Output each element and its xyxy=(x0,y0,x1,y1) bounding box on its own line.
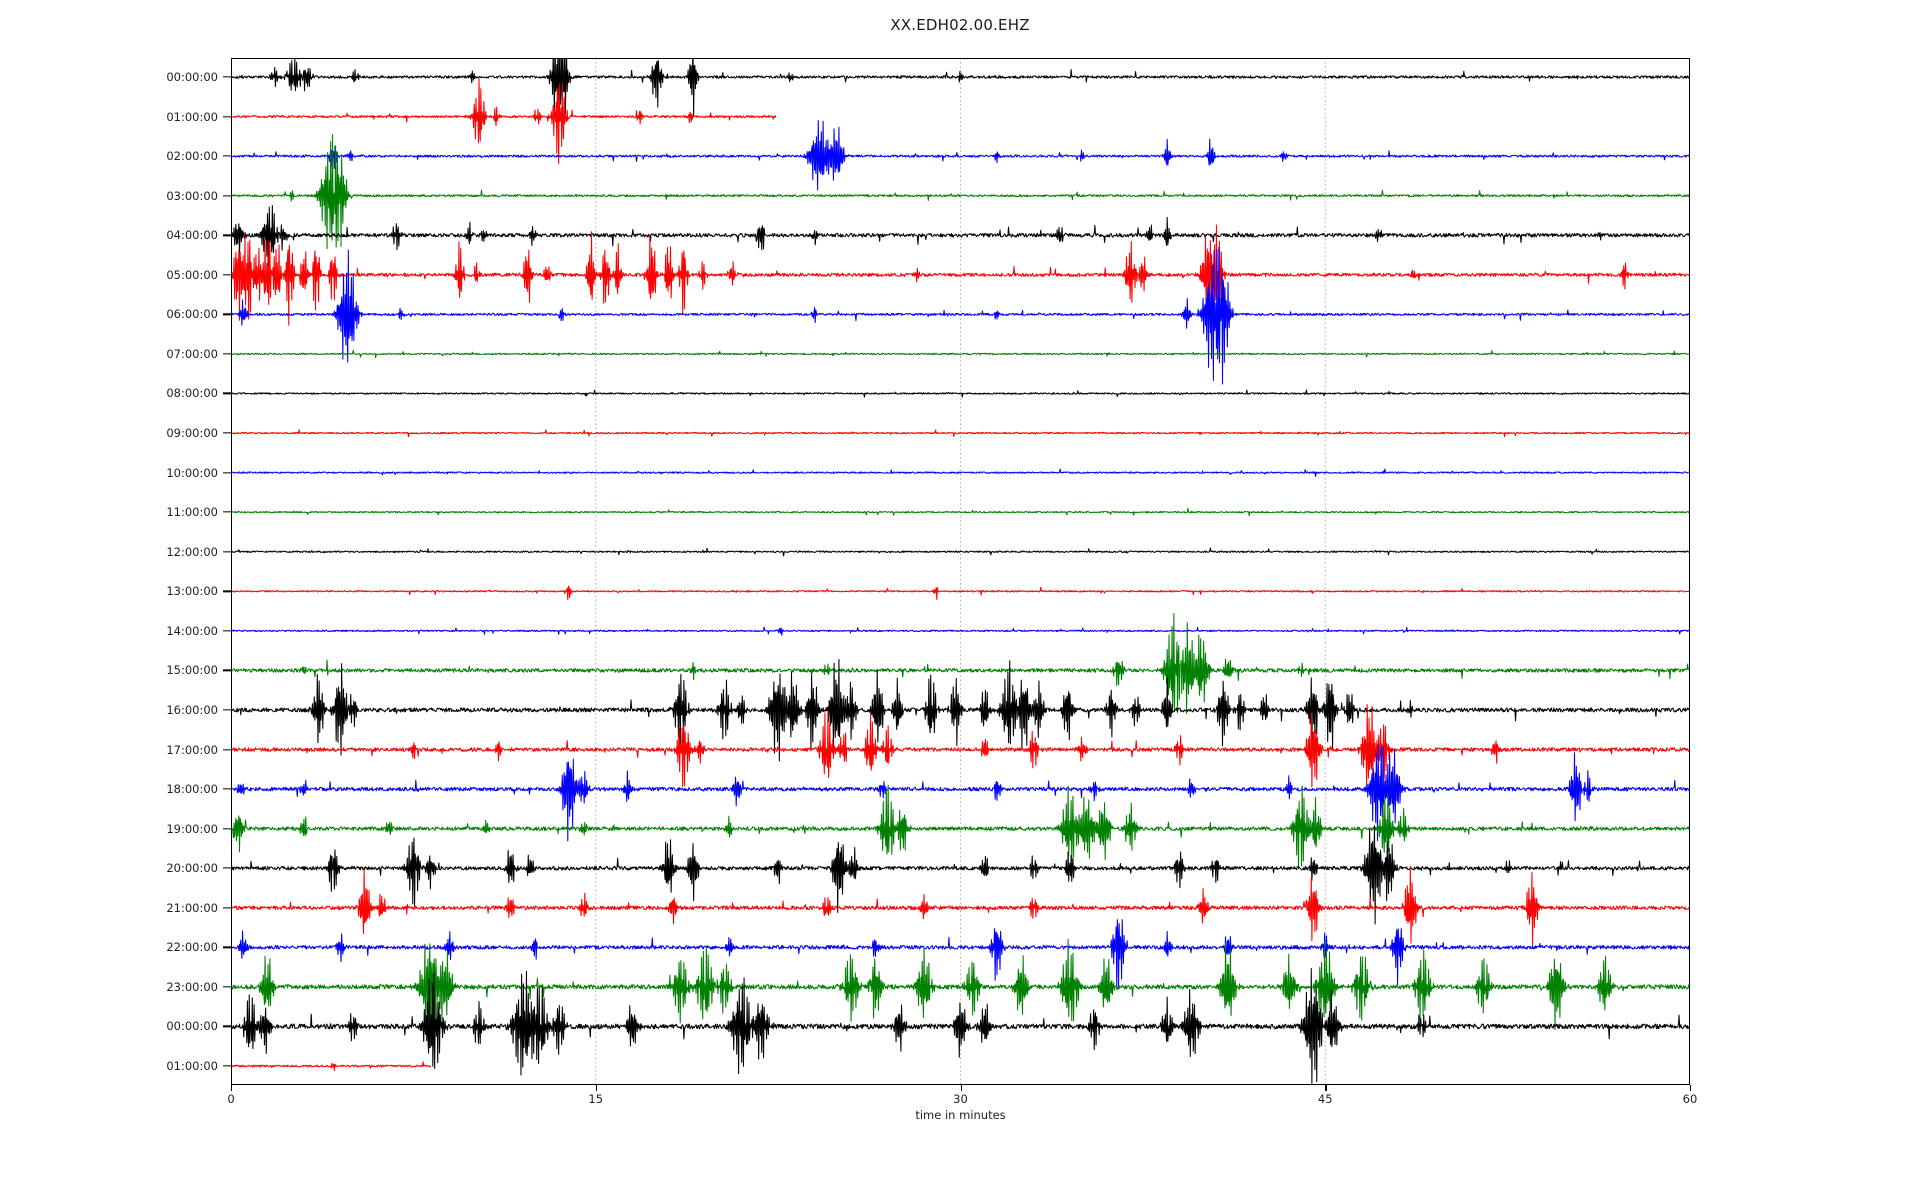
y-axis-tick-label: 09:00:00 xyxy=(166,426,218,441)
x-axis-tick-label: 30 xyxy=(953,1092,968,1106)
trace-line xyxy=(231,246,1690,385)
y-axis-tick-label: 03:00:00 xyxy=(166,188,218,203)
y-axis-tick-mark xyxy=(223,827,231,830)
y-axis-tick-mark xyxy=(223,392,231,395)
y-axis-tick-label: 00:00:00 xyxy=(166,1019,218,1034)
trace-line xyxy=(231,865,1690,946)
trace-line xyxy=(231,1061,431,1072)
trace-line xyxy=(231,585,1690,601)
x-axis-tick-label: 0 xyxy=(227,1092,235,1106)
y-axis-tick-label: 19:00:00 xyxy=(166,821,218,836)
y-axis-tick-label: 05:00:00 xyxy=(166,267,218,282)
y-axis-tick-label: 01:00:00 xyxy=(166,109,218,124)
y-axis-tick-label: 23:00:00 xyxy=(166,979,218,994)
y-axis-tick-mark xyxy=(223,946,231,948)
trace-line xyxy=(231,134,1690,250)
trace-line xyxy=(231,204,1690,268)
x-axis-tick-label: 60 xyxy=(1682,1092,1698,1106)
y-axis-tick-mark xyxy=(223,313,231,316)
trace-line xyxy=(231,967,1690,1084)
y-axis-tick-mark xyxy=(223,76,231,78)
x-axis-tick-labels: 0 15 30 45 60 xyxy=(227,1085,1697,1115)
trace-line xyxy=(231,389,1690,398)
y-axis-tick-label: 00:00:00 xyxy=(166,70,218,84)
y-axis-tick-mark xyxy=(223,788,231,790)
y-axis-tick-label: 22:00:00 xyxy=(166,940,218,955)
trace-line xyxy=(231,547,1690,557)
y-axis-tick-mark xyxy=(223,907,231,909)
x-axis-tick-mark xyxy=(595,1085,598,1091)
y-axis-tick-label: 16:00:00 xyxy=(166,702,218,717)
trace-line xyxy=(231,429,1690,438)
y-axis-tick-label: 02:00:00 xyxy=(166,149,218,164)
y-axis-tick-mark xyxy=(223,748,231,751)
y-axis-tick-labels: 00:00:00 01:00:00 02:00:00 03:00:00 04:00:00… xyxy=(0,58,231,1085)
y-axis-tick-mark xyxy=(223,867,231,869)
y-axis-tick-mark xyxy=(223,1065,231,1067)
trace-line xyxy=(231,224,1690,326)
x-axis-tick-mark xyxy=(960,1085,962,1091)
trace-line xyxy=(231,58,1690,117)
x-axis-tick-mark xyxy=(1325,1085,1327,1091)
x-axis-tick-label: 15 xyxy=(588,1092,604,1106)
page-title: XX.EDH02.00.EHZ xyxy=(890,16,1030,34)
y-axis-tick-label: 14:00:00 xyxy=(166,623,218,638)
y-axis-tick-label: 04:00:00 xyxy=(166,228,218,243)
trace-line xyxy=(231,744,1690,842)
y-axis-tick-mark xyxy=(223,590,231,592)
y-axis-tick-mark xyxy=(223,630,231,632)
y-axis-tick-mark xyxy=(223,115,231,118)
trace-line xyxy=(231,938,1690,1048)
y-axis-tick-mark xyxy=(223,353,231,355)
y-axis-tick-mark xyxy=(223,274,231,276)
y-axis-tick-label: 20:00:00 xyxy=(166,861,218,876)
y-axis-tick-label: 07:00:00 xyxy=(166,346,218,361)
y-axis-tick-label: 12:00:00 xyxy=(166,544,218,559)
y-axis-tick-mark xyxy=(223,1025,231,1028)
y-axis-tick-mark xyxy=(223,432,231,434)
y-axis-tick-mark xyxy=(223,155,231,157)
x-axis-tick-mark xyxy=(231,1085,233,1091)
y-axis-tick-label: 15:00:00 xyxy=(166,663,218,678)
y-axis-tick-label: 11:00:00 xyxy=(166,505,218,520)
y-axis-tick-mark xyxy=(223,234,231,236)
trace-line xyxy=(231,120,1690,191)
trace-line xyxy=(231,78,777,165)
waveform-traces xyxy=(231,58,1690,1085)
x-axis-tick-label: 45 xyxy=(1317,1092,1333,1106)
y-axis-tick-label: 17:00:00 xyxy=(166,742,218,757)
y-axis-tick-mark xyxy=(223,986,231,988)
y-axis-tick-label: 06:00:00 xyxy=(166,307,218,322)
y-axis-tick-mark xyxy=(223,551,231,553)
y-axis-tick-mark xyxy=(223,669,231,672)
y-axis-tick-mark xyxy=(223,511,231,513)
trace-line xyxy=(231,612,1690,715)
x-axis-title: time in minutes xyxy=(915,1108,1006,1122)
trace-line xyxy=(231,507,1690,517)
trace-line xyxy=(231,825,1690,925)
trace-line xyxy=(231,626,1690,636)
y-axis-tick-label: 10:00:00 xyxy=(166,465,218,480)
trace-line xyxy=(231,468,1690,478)
trace-line xyxy=(231,349,1690,359)
trace-line xyxy=(231,658,1690,762)
y-axis-tick-label: 21:00:00 xyxy=(166,900,218,915)
y-axis-tick-label: 01:00:00 xyxy=(166,1059,218,1073)
y-axis-tick-mark xyxy=(223,195,231,197)
x-axis-tick-mark xyxy=(1690,1085,1692,1091)
trace-line xyxy=(231,919,1690,990)
plot-axes-area xyxy=(231,58,1690,1085)
y-axis-tick-mark xyxy=(223,709,231,711)
y-axis-tick-mark xyxy=(223,471,231,474)
trace-line xyxy=(231,784,1690,870)
trace-line xyxy=(231,704,1690,788)
y-axis-tick-label: 18:00:00 xyxy=(166,782,218,797)
y-axis-tick-label: 08:00:00 xyxy=(166,386,218,401)
y-axis-tick-label: 13:00:00 xyxy=(166,584,218,599)
